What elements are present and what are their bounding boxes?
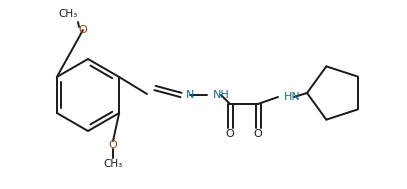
Text: CH₃: CH₃ bbox=[103, 159, 123, 169]
Text: O: O bbox=[79, 25, 88, 35]
Text: NH: NH bbox=[213, 90, 230, 100]
Text: HN: HN bbox=[284, 92, 301, 102]
Text: N: N bbox=[186, 90, 195, 100]
Text: CH₃: CH₃ bbox=[58, 9, 78, 19]
Text: O: O bbox=[225, 129, 234, 139]
Text: O: O bbox=[254, 129, 263, 139]
Text: O: O bbox=[109, 140, 117, 150]
